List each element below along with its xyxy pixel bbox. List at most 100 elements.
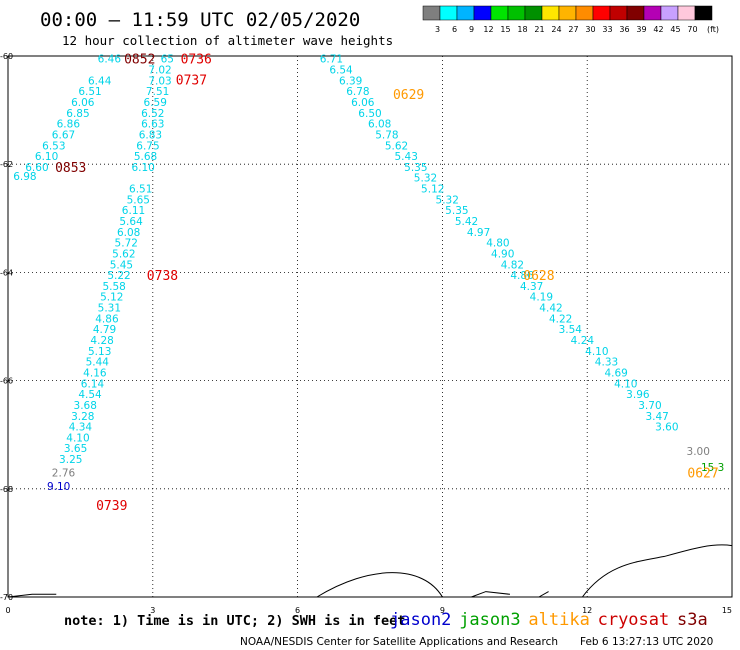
legend-tick-label: 21 xyxy=(534,25,544,34)
wave-value-label: 6.67 xyxy=(52,129,75,141)
wave-value-label: 4.37 xyxy=(520,281,543,293)
wave-value-label: 5.64 xyxy=(119,216,143,228)
wave-value-label: 6.78 xyxy=(346,86,369,98)
wave-value-label: 5.22 xyxy=(107,270,130,282)
legend-tick-label: 70 xyxy=(687,25,697,34)
wave-value-label: 4.69 xyxy=(604,367,627,379)
wave-value-label: 65 xyxy=(161,54,174,66)
x-tick-label: 12 xyxy=(582,606,592,615)
wave-value-label: 5.32 xyxy=(414,173,437,185)
wave-value-label: 6.86 xyxy=(57,119,81,131)
wave-value-label: 6.06 xyxy=(71,97,95,109)
wave-value-label: 6.54 xyxy=(329,65,353,77)
footer-credit: NOAA/NESDIS Center for Satellite Applica… xyxy=(240,636,558,648)
pass-time-label: 0738 xyxy=(147,269,178,284)
pass-time-label: 0628 xyxy=(523,269,554,284)
wave-value-label: 6.83 xyxy=(139,129,162,141)
wave-value-label: 4.54 xyxy=(78,389,102,401)
wave-value-label: 9.10 xyxy=(47,481,70,493)
wave-value-label: 5.78 xyxy=(375,129,398,141)
legend-swatch xyxy=(524,5,543,21)
legend-swatch xyxy=(592,5,611,21)
wave-value-label: 4.82 xyxy=(501,259,524,271)
wave-value-label: 6.75 xyxy=(136,140,159,152)
wave-value-label: 4.28 xyxy=(90,335,113,347)
wave-value-label: 3.47 xyxy=(645,411,668,423)
wave-value-label: 4.10 xyxy=(66,432,89,444)
legend-swatch xyxy=(677,5,696,21)
wave-value-label: 6.98 xyxy=(13,171,36,183)
wave-value-label: 4.24 xyxy=(571,335,595,347)
y-tick-label: -66 xyxy=(0,377,13,386)
wave-value-label: 4.79 xyxy=(93,324,116,336)
plot-frame xyxy=(7,55,733,598)
wave-value-label: 3.68 xyxy=(74,400,97,412)
wave-value-label: 4.34 xyxy=(69,422,93,434)
wave-value-label: 6.85 xyxy=(66,108,89,120)
wave-value-label: 4.19 xyxy=(530,292,553,304)
wave-value-label: 4.10 xyxy=(585,346,608,358)
wave-value-label: 6.53 xyxy=(42,140,65,152)
x-tick-label: 3 xyxy=(150,606,155,615)
wave-value-label: 5.58 xyxy=(102,281,125,293)
satellite-name: s3a xyxy=(677,610,708,630)
legend-swatch xyxy=(626,5,645,21)
legend-swatch xyxy=(694,5,713,21)
legend-tick-label: 30 xyxy=(585,25,595,34)
wave-value-label: 5.35 xyxy=(404,162,427,174)
plot-area: 0 3 6 9 12 15-60-62-64-66-68-706.986.606.106.… xyxy=(0,52,733,615)
wave-value-label: 6.50 xyxy=(358,108,381,120)
pass-time-label: 0853 xyxy=(55,161,86,176)
pass-time-label: 0737 xyxy=(176,73,207,88)
pass-time-label: 0739 xyxy=(96,499,127,514)
wave-value-label: 5.12 xyxy=(100,292,123,304)
wave-value-label: 7.03 xyxy=(148,75,171,87)
x-tick-label: 15 xyxy=(722,606,732,615)
satellite-name: altika xyxy=(528,610,589,630)
wave-value-label: 3.70 xyxy=(638,400,661,412)
satellite-name: jason3 xyxy=(459,610,520,630)
wave-value-label: 5.62 xyxy=(112,248,135,260)
pass-time-label: 0852 xyxy=(124,53,155,68)
wave-value-label: 7.02 xyxy=(148,65,171,77)
wave-value-label: 5.65 xyxy=(127,194,150,206)
wave-value-label: 6.63 xyxy=(141,119,164,131)
legend-swatch xyxy=(609,5,628,21)
wave-value-label: 5.13 xyxy=(88,346,111,358)
wave-value-label: 6.52 xyxy=(141,108,164,120)
wave-value-label: 4.86 xyxy=(95,313,119,325)
x-tick-label: 9 xyxy=(440,606,445,615)
wave-value-label: 4.22 xyxy=(549,313,572,325)
wave-value-label: 4.90 xyxy=(491,248,514,260)
wave-value-label: 4.33 xyxy=(595,357,618,369)
wave-value-label: 5.32 xyxy=(436,194,459,206)
pass-time-label: 0629 xyxy=(393,88,424,103)
wave-value-label: 3.65 xyxy=(64,443,87,455)
wave-value-label: 3.96 xyxy=(626,389,650,401)
y-tick-label: -70 xyxy=(0,593,13,602)
wave-value-label: 3.00 xyxy=(687,446,710,458)
wave-value-label: 5.68 xyxy=(134,151,157,163)
footer: note: 1) Time is in UTC; 2) SWH is in fe… xyxy=(64,610,713,648)
wave-value-label: 3.60 xyxy=(655,422,678,434)
legend-swatch xyxy=(643,5,662,21)
wave-value-label: 4.97 xyxy=(467,227,490,239)
legend-swatch xyxy=(490,5,509,21)
y-tick-label: -60 xyxy=(0,52,13,61)
wave-value-label: 6.39 xyxy=(339,75,362,87)
y-tick-label: -68 xyxy=(0,485,13,494)
legend-swatch xyxy=(575,5,594,21)
x-tick-label: 0 xyxy=(5,606,10,615)
y-tick-label: -62 xyxy=(0,160,13,169)
wave-value-label: 5.45 xyxy=(110,259,133,271)
legend-swatch xyxy=(439,5,458,21)
wave-value-label: 6.60 xyxy=(25,162,48,174)
wave-value-label: 4.80 xyxy=(486,238,509,250)
footer-timestamp: Feb 6 13:27:13 UTC 2020 xyxy=(580,636,713,648)
legend-swatch xyxy=(473,5,492,21)
coastline xyxy=(7,544,733,598)
wave-value-label: 3.25 xyxy=(59,454,82,466)
legend-tick-label: 12 xyxy=(483,25,493,34)
wave-value-label: 6.46 xyxy=(98,54,122,66)
